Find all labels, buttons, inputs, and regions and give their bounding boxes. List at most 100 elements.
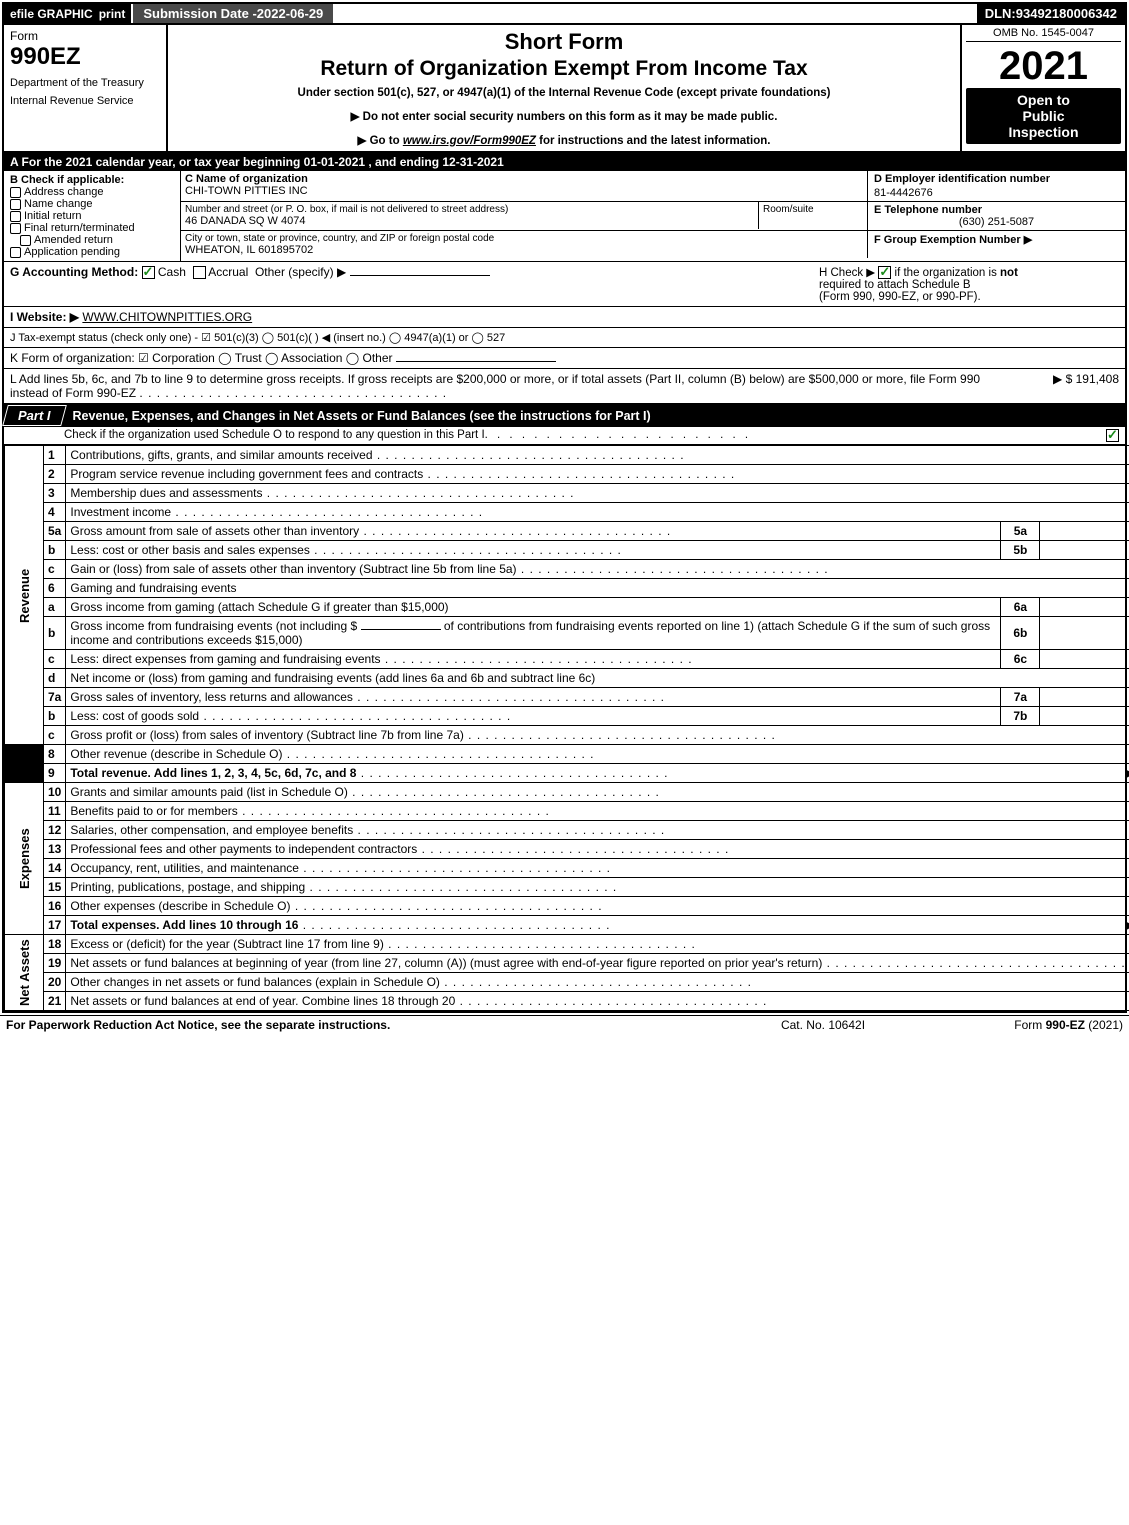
opt-application-pending[interactable]: Application pending — [10, 246, 174, 258]
group-exemption-label: F Group Exemption Number ▶ — [874, 233, 1119, 246]
l6a-innum: 6a — [1001, 598, 1040, 617]
other-specify-input[interactable] — [350, 275, 490, 276]
l5b-num: b — [44, 541, 66, 560]
l17-desc: Total expenses. Add lines 10 through 16 … — [66, 916, 1129, 935]
opt-amended-return[interactable]: Amended return — [20, 234, 174, 246]
opt-final-return[interactable]: Final return/terminated — [10, 222, 174, 234]
cash-label: Cash — [158, 265, 186, 279]
public: Public — [968, 108, 1119, 124]
l6b-inval[interactable] — [1040, 617, 1129, 650]
expenses-sidebar: Expenses — [5, 783, 44, 935]
instr-goto-pre: ▶ Go to — [358, 135, 403, 147]
l6c-innum: 6c — [1001, 650, 1040, 669]
l5b-innum: 5b — [1001, 541, 1040, 560]
l6b-num: b — [44, 617, 66, 650]
l4-num: 4 — [44, 503, 66, 522]
rev-black2 — [5, 764, 44, 783]
row-h-text2: if the organization is — [895, 267, 1000, 279]
box-c-address: Number and street (or P. O. box, if mail… — [181, 202, 868, 230]
l16-desc: Other expenses (describe in Schedule O) — [66, 897, 1129, 916]
accrual-checkbox[interactable] — [193, 266, 206, 279]
other-specify: Other (specify) ▶ — [255, 265, 346, 279]
l14-desc: Occupancy, rent, utilities, and maintena… — [66, 859, 1129, 878]
print-link[interactable]: print — [99, 7, 126, 21]
row-l-gross-receipts: L Add lines 5b, 6c, and 7b to line 9 to … — [4, 369, 1125, 404]
l7b-inval[interactable] — [1040, 707, 1129, 726]
box-c-header: C Name of organization — [185, 173, 863, 185]
org-name: CHI-TOWN PITTIES INC — [185, 185, 863, 197]
l5b-desc: Less: cost or other basis and sales expe… — [66, 541, 1001, 560]
row-j-text: J Tax-exempt status (check only one) - ☑… — [10, 332, 505, 344]
opt-initial-return[interactable]: Initial return — [10, 210, 174, 222]
irs-link[interactable]: www.irs.gov/Form990EZ — [403, 135, 536, 147]
l19-num: 19 — [44, 954, 66, 973]
open-to: Open to — [968, 92, 1119, 108]
l12-desc: Salaries, other compensation, and employ… — [66, 821, 1129, 840]
form-title-box: Short Form Return of Organization Exempt… — [168, 25, 960, 151]
l8-num: 8 — [44, 745, 66, 764]
l2-desc: Program service revenue including govern… — [66, 465, 1129, 484]
l9-desc: Total revenue. Add lines 1, 2, 3, 4, 5c,… — [66, 764, 1129, 783]
row-g-accounting: G Accounting Method: Cash Accrual Other … — [4, 262, 813, 306]
opt-name-change[interactable]: Name change — [10, 198, 174, 210]
boxes-cdef: C Name of organization CHI-TOWN PITTIES … — [181, 171, 1125, 261]
row-l-value: 191,408 — [1076, 372, 1119, 386]
row-l-arrow: ▶ $ — [1053, 372, 1076, 386]
form-id-box: Form 990EZ Department of the Treasury In… — [4, 25, 168, 151]
schedule-b-checkbox[interactable] — [878, 266, 891, 279]
box-e-phone: E Telephone number (630) 251-5087 — [868, 202, 1125, 230]
l5a-num: 5a — [44, 522, 66, 541]
revenue-sidebar: Revenue — [5, 446, 44, 745]
part1-subtitle: Check if the organization used Schedule … — [4, 427, 1125, 445]
submission-label: Submission Date - — [143, 6, 256, 21]
lines-table: Revenue 1 Contributions, gifts, grants, … — [4, 445, 1129, 1011]
l6c-desc: Less: direct expenses from gaming and fu… — [66, 650, 1001, 669]
form-word: Form — [10, 29, 160, 43]
form-page: efile GRAPHIC print Submission Date - 20… — [2, 2, 1127, 1013]
l21-num: 21 — [44, 992, 66, 1011]
accrual-label: Accrual — [208, 265, 248, 279]
l7a-desc: Gross sales of inventory, less returns a… — [66, 688, 1001, 707]
l5b-inval[interactable] — [1040, 541, 1129, 560]
other-org-input[interactable] — [396, 361, 556, 362]
box-d-ein: D Employer identification number 81-4442… — [868, 171, 1125, 201]
l20-desc: Other changes in net assets or fund bala… — [66, 973, 1129, 992]
dept-irs: Internal Revenue Service — [10, 95, 160, 107]
l21-desc: Net assets or fund balances at end of ye… — [66, 992, 1129, 1011]
l5a-desc: Gross amount from sale of assets other t… — [66, 522, 1001, 541]
form-number: 990EZ — [10, 43, 160, 71]
identity-section: B Check if applicable: Address change Na… — [4, 171, 1125, 262]
l7a-inval[interactable] — [1040, 688, 1129, 707]
l16-num: 16 — [44, 897, 66, 916]
row-h-not: not — [1000, 267, 1018, 279]
dept-treasury: Department of the Treasury — [10, 77, 160, 89]
l9-num: 9 — [44, 764, 66, 783]
l5c-num: c — [44, 560, 66, 579]
schedule-o-checkbox[interactable] — [1106, 429, 1119, 442]
l6b-desc: Gross income from fundraising events (no… — [66, 617, 1001, 650]
l17-num: 17 — [44, 916, 66, 935]
l7a-num: 7a — [44, 688, 66, 707]
l5a-inval[interactable] — [1040, 522, 1129, 541]
l11-desc: Benefits paid to or for members — [66, 802, 1129, 821]
subtitle: Under section 501(c), 527, or 4947(a)(1)… — [176, 87, 952, 99]
room-suite: Room/suite — [759, 202, 867, 229]
row-g-label: G Accounting Method: — [10, 265, 138, 279]
inspection: Inspection — [968, 124, 1119, 140]
l7c-num: c — [44, 726, 66, 745]
l7b-num: b — [44, 707, 66, 726]
cat-number: Cat. No. 10642I — [723, 1018, 923, 1032]
website-value[interactable]: WWW.CHITOWNPITTIES.ORG — [82, 310, 252, 324]
l5a-innum: 5a — [1001, 522, 1040, 541]
ein-value: 81-4442676 — [874, 187, 1119, 199]
cash-checkbox[interactable] — [142, 266, 155, 279]
box-b-label: B Check if applicable: — [10, 174, 174, 186]
l6b-amount-input[interactable] — [361, 629, 441, 630]
suite-header: Room/suite — [763, 204, 863, 215]
l6a-inval[interactable] — [1040, 598, 1129, 617]
l6c-inval[interactable] — [1040, 650, 1129, 669]
l7c-desc: Gross profit or (loss) from sales of inv… — [66, 726, 1129, 745]
l13-desc: Professional fees and other payments to … — [66, 840, 1129, 859]
form-footer-ref: Form 990-EZ (2021) — [923, 1018, 1123, 1032]
opt-address-change[interactable]: Address change — [10, 186, 174, 198]
